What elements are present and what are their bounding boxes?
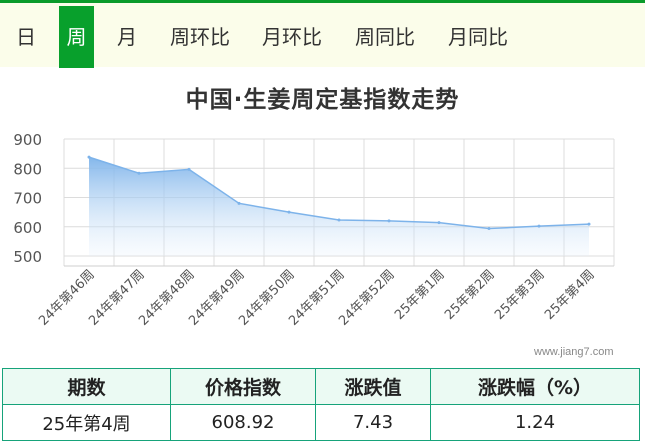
cell-period: 25年第4周 bbox=[2, 404, 171, 441]
data-point bbox=[387, 219, 391, 223]
watermark: www.jiang7.com bbox=[534, 346, 614, 358]
cell-price-index: 608.92 bbox=[170, 404, 316, 441]
x-tick-label: 25年第4周 bbox=[542, 267, 598, 323]
y-tick-label: 900 bbox=[13, 131, 42, 149]
data-point bbox=[537, 224, 541, 228]
series-area bbox=[89, 157, 589, 256]
data-point bbox=[87, 155, 91, 159]
tab-week-year-over-year[interactable]: 周同比 bbox=[355, 25, 415, 49]
data-point bbox=[337, 218, 341, 222]
cell-change-value: 7.43 bbox=[315, 404, 431, 441]
tab-month-over-month[interactable]: 月环比 bbox=[262, 25, 322, 49]
chart-title: 中国·生姜周定基指数走势 bbox=[185, 87, 460, 113]
tab-day[interactable]: 日 bbox=[16, 25, 36, 49]
data-point bbox=[137, 171, 141, 175]
column-header-period: 期数 bbox=[2, 368, 171, 405]
table-row: 25年第4周 608.92 7.43 1.24 bbox=[2, 404, 640, 441]
table-header-row: 期数 价格指数 涨跌值 涨跌幅（%） bbox=[2, 368, 640, 405]
column-header-price-index: 价格指数 bbox=[170, 368, 316, 405]
data-point bbox=[287, 210, 291, 214]
y-tick-label: 600 bbox=[13, 219, 42, 237]
data-point bbox=[487, 227, 491, 231]
data-point bbox=[587, 222, 591, 226]
y-tick-label: 800 bbox=[13, 160, 42, 178]
tab-month-year-over-year[interactable]: 月同比 bbox=[448, 25, 508, 49]
latest-index-table: 期数 价格指数 涨跌值 涨跌幅（%） 25年第4周 608.92 7.43 1.… bbox=[2, 368, 640, 441]
column-header-change-percent: 涨跌幅（%） bbox=[430, 368, 640, 405]
tab-week[interactable]: 周 bbox=[59, 6, 94, 68]
y-tick-label: 500 bbox=[13, 248, 42, 266]
x-tick-label: 25年第1周 bbox=[392, 267, 448, 323]
cell-change-percent: 1.24 bbox=[430, 404, 640, 441]
tab-month[interactable]: 月 bbox=[117, 25, 137, 49]
data-point bbox=[237, 201, 241, 205]
tab-week-over-week[interactable]: 周环比 bbox=[170, 25, 230, 49]
x-tick-label: 25年第3周 bbox=[492, 267, 548, 323]
index-trend-chart: 50060070080090024年第46周24年第47周24年第48周24年第… bbox=[13, 131, 615, 329]
data-point bbox=[437, 221, 441, 225]
period-tab-bar: 日 周 月 周环比 月环比 周同比 月同比 bbox=[0, 0, 645, 68]
column-header-change-value: 涨跌值 bbox=[315, 368, 431, 405]
data-point bbox=[187, 167, 191, 171]
y-tick-label: 700 bbox=[13, 190, 42, 208]
x-tick-label: 25年第2周 bbox=[442, 267, 498, 323]
